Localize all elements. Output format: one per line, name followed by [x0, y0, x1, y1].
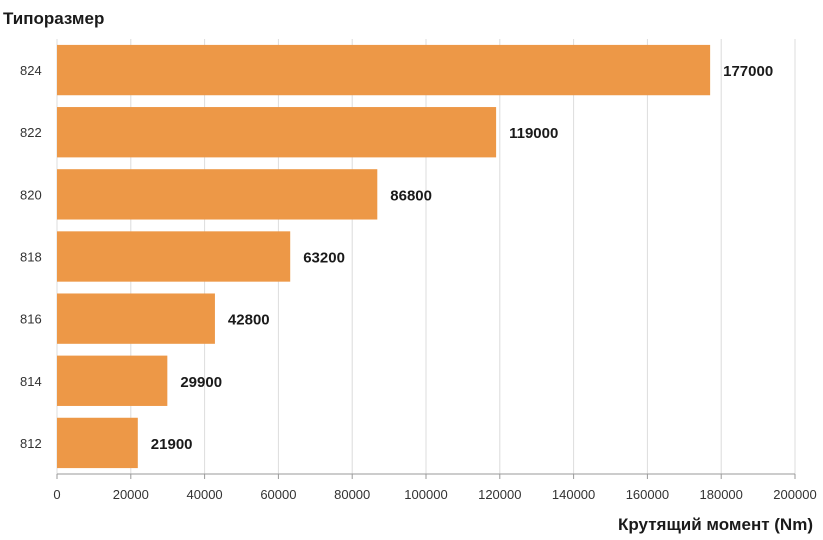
x-tick-labels: 0 20000 40000 60000 80000 100000 120000 140000 1…	[53, 487, 816, 502]
x-tick-label: 180000	[700, 487, 743, 502]
bar-816	[57, 293, 215, 344]
bar-818	[57, 231, 291, 282]
x-tick-label: 120000	[478, 487, 521, 502]
x-tick-label: 160000	[626, 487, 669, 502]
category-labels: 824 822 820 818 816 814 812	[20, 63, 42, 451]
category-label: 814	[20, 374, 42, 389]
category-label: 818	[20, 250, 42, 265]
value-label: 119000	[509, 125, 558, 142]
x-tick-label: 80000	[334, 487, 370, 502]
value-label: 29900	[180, 374, 222, 391]
x-tick-label: 60000	[260, 487, 296, 502]
x-axis-title: Крутящий момент (Nm)	[618, 515, 813, 534]
bar-812	[57, 417, 138, 469]
category-label: 822	[20, 125, 42, 140]
value-labels: 177000 119000 86800 63200 42800 29900 21900	[151, 63, 773, 453]
bars	[57, 44, 711, 469]
value-label: 177000	[723, 63, 773, 80]
x-tick-label: 200000	[773, 487, 816, 502]
bar-814	[57, 355, 168, 406]
value-label: 21900	[151, 436, 193, 453]
x-tick-label: 140000	[552, 487, 595, 502]
category-label: 824	[20, 63, 42, 78]
x-tick-label: 40000	[187, 487, 223, 502]
value-label: 63200	[303, 250, 345, 267]
category-label: 816	[20, 312, 42, 327]
x-tick-label: 100000	[404, 487, 447, 502]
value-label: 86800	[390, 187, 432, 204]
value-label: 42800	[228, 312, 270, 329]
category-label: 812	[20, 436, 42, 451]
bar-822	[57, 107, 497, 158]
category-label: 820	[20, 187, 42, 202]
bar-824	[57, 44, 711, 96]
bar-820	[57, 169, 378, 220]
x-tick-label: 20000	[113, 487, 149, 502]
y-axis-title: Типоразмер	[3, 9, 104, 28]
x-tick-label: 0	[53, 487, 60, 502]
